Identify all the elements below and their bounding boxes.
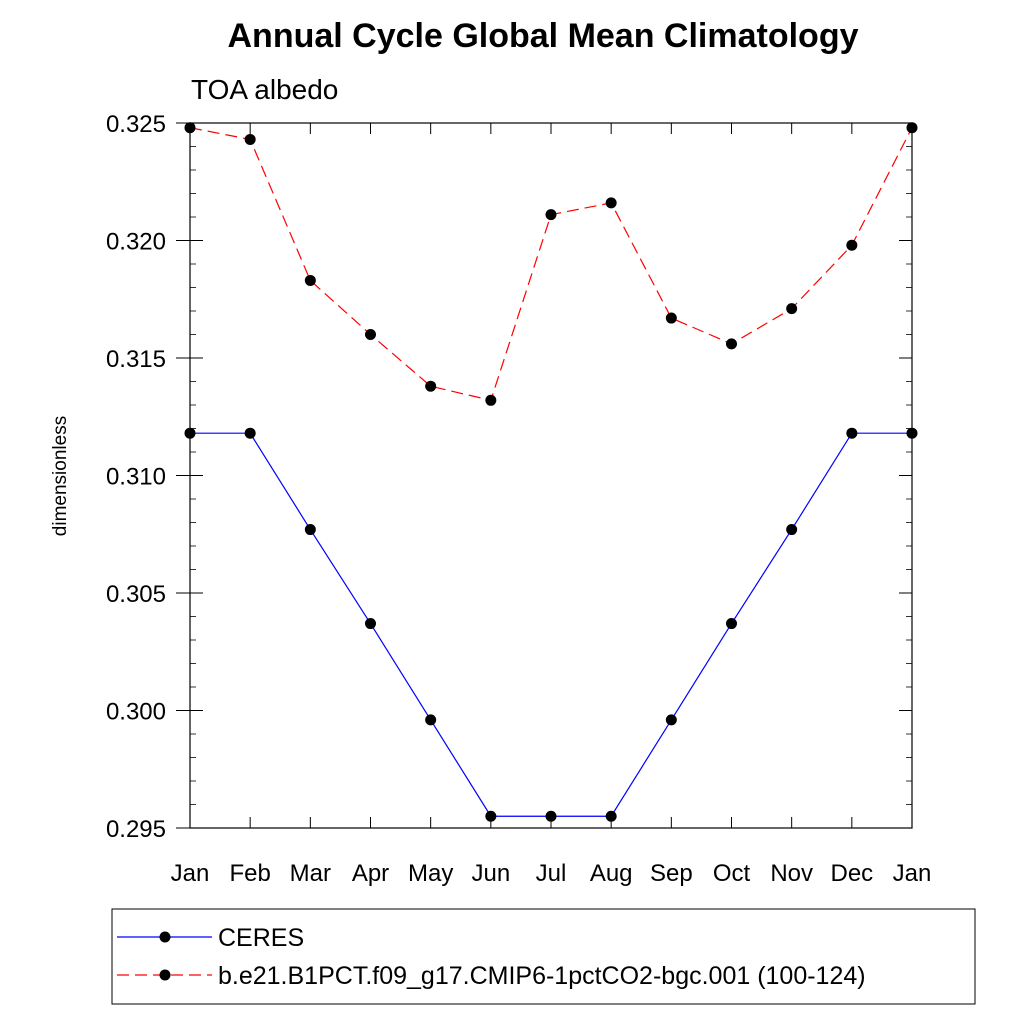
data-point <box>726 618 737 630</box>
x-tick-labels: Jan Feb Mar Apr May Jun Jul Aug Sep Oct Nov Dec Jan <box>171 860 932 887</box>
y-tick-label: 0.310 <box>106 464 166 491</box>
y-axis-label: dimensionless <box>50 416 71 536</box>
x-tick-label: Nov <box>770 860 813 887</box>
y-tick-label: 0.325 <box>106 111 166 138</box>
data-point <box>846 427 858 439</box>
data-point <box>605 810 617 822</box>
x-tick-label: Dec <box>830 860 873 887</box>
legend-box <box>111 908 976 1005</box>
data-point <box>726 338 737 350</box>
legend-marker <box>159 931 171 943</box>
data-point <box>545 209 557 221</box>
data-point <box>545 810 557 822</box>
x-tick-label: Aug <box>590 860 633 887</box>
y-tick-label: 0.300 <box>106 699 166 726</box>
x-tick-label: Jun <box>471 860 510 887</box>
data-point <box>906 427 918 439</box>
chart-title: Annual Cycle Global Mean Climatology <box>228 17 859 55</box>
x-tick-label: Jul <box>536 860 567 887</box>
data-point <box>605 197 617 209</box>
series-line <box>189 127 913 402</box>
data-point <box>665 312 677 324</box>
data-point <box>485 394 497 406</box>
axis-ticks <box>176 122 913 829</box>
series-layer <box>184 122 918 822</box>
y-tick-label: 0.320 <box>106 229 166 256</box>
data-point <box>425 380 437 392</box>
legend-label: CERES <box>218 924 304 952</box>
y-tick-label: 0.305 <box>106 581 166 608</box>
x-tick-label: Apr <box>352 860 389 887</box>
legend-label: b.e21.B1PCT.f09_g17.CMIP6-1pctCO2-bgc.00… <box>218 962 866 990</box>
chart-subtitle: TOA albedo <box>191 74 338 105</box>
x-tick-label: Oct <box>713 860 751 887</box>
data-point <box>184 122 196 134</box>
data-point <box>485 810 497 822</box>
x-tick-label: Sep <box>650 860 693 887</box>
data-point <box>244 133 256 145</box>
data-point <box>906 122 918 134</box>
legend-marker <box>159 969 171 981</box>
data-point <box>244 427 256 439</box>
data-point <box>786 303 798 315</box>
x-tick-label: Jan <box>893 860 932 887</box>
data-point <box>786 524 798 536</box>
data-point <box>184 427 196 439</box>
y-tick-labels: 0.325 0.320 0.315 0.310 0.305 0.300 0.295 <box>106 111 166 843</box>
data-point <box>665 714 677 726</box>
data-point <box>304 524 316 536</box>
x-tick-label: Feb <box>229 860 270 887</box>
y-tick-label: 0.315 <box>106 346 166 373</box>
data-point <box>425 714 437 726</box>
data-point <box>365 618 376 630</box>
legend: CERES b.e21.B1PCT.f09_g17.CMIP6-1pctCO2-b… <box>111 908 976 1005</box>
data-point <box>846 239 858 251</box>
x-tick-label: Jan <box>171 860 210 887</box>
x-tick-label: Mar <box>290 860 331 887</box>
x-tick-label: May <box>408 860 453 887</box>
y-tick-label: 0.295 <box>106 816 166 843</box>
series-line <box>190 432 912 817</box>
data-point <box>365 329 376 340</box>
plot-frame <box>189 122 913 829</box>
data-point <box>304 274 316 286</box>
